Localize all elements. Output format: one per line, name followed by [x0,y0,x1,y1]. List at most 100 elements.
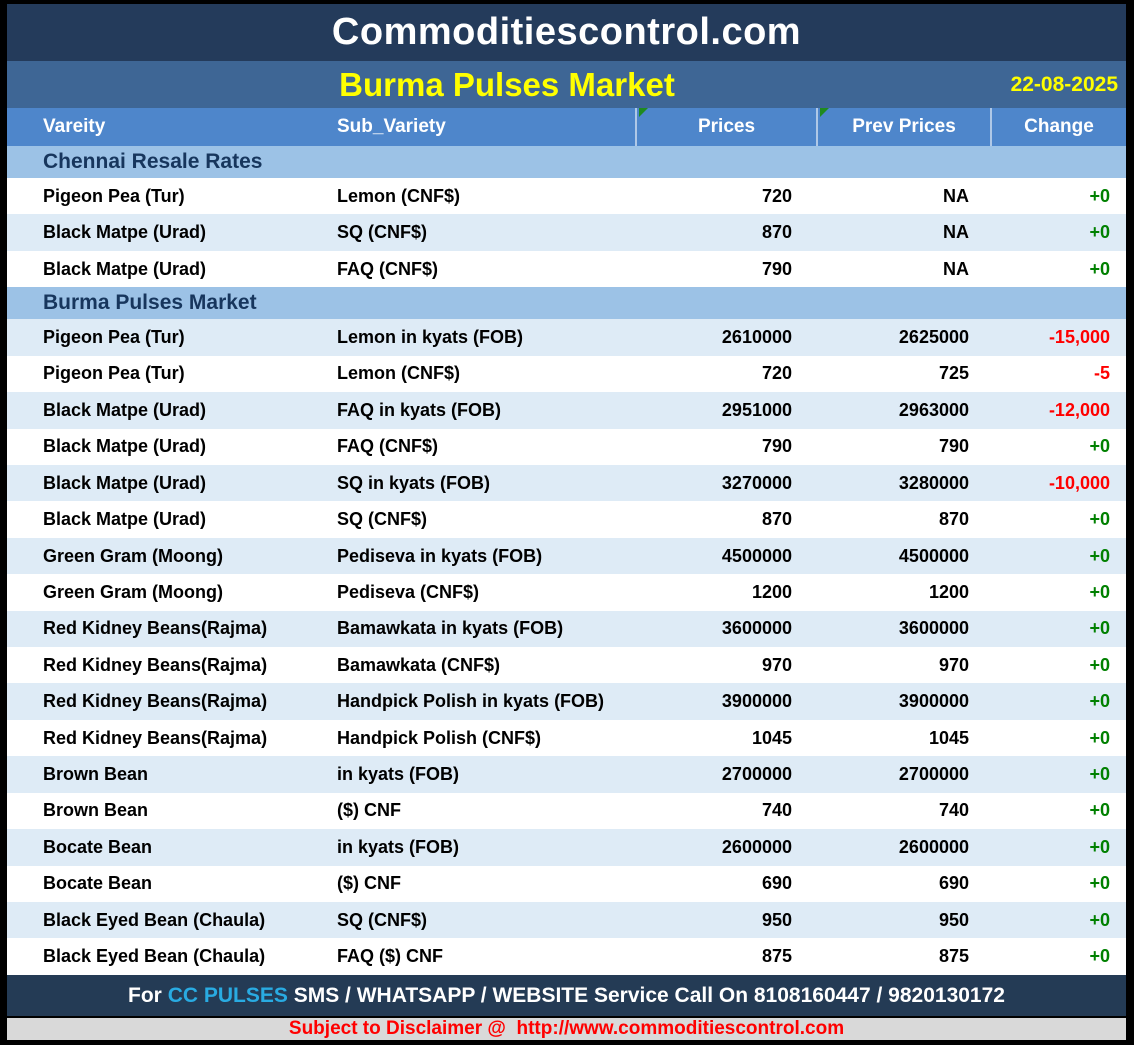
cell-change: +0 [1089,436,1110,457]
table-row: Red Kidney Beans(Rajma) Bamawkata in kya… [7,610,1126,648]
cell-prev-price: NA [943,222,969,243]
cell-variety: Red Kidney Beans(Rajma) [43,654,268,675]
table-row: Brown Bean ($) CNF 740 740 +0 [7,792,1126,830]
cell-price: 2951000 [721,399,792,420]
cell-change: +0 [1089,873,1110,894]
table-row: Pigeon Pea (Tur) Lemon (CNF$) 720 NA +0 [7,178,1126,215]
cell-prev-price: NA [943,185,969,206]
cell-sub-variety: in kyats (FOB) [337,836,460,857]
cell-price: 870 [761,222,792,243]
disclaimer-link[interactable]: http://www.commoditiescontrol.com [516,1018,845,1039]
column-header-prev-prices: Prev Prices [816,108,990,146]
cell-change: +0 [1089,764,1110,785]
cell-price: 2600000 [721,836,792,857]
cell-price: 875 [761,946,792,967]
cell-change: +0 [1089,185,1110,206]
cell-sub-variety: Lemon (CNF$) [337,363,460,384]
table-row: Bocate Bean in kyats (FOB) 2600000 26000… [7,829,1126,866]
cell-variety: Black Matpe (Urad) [43,509,207,530]
cell-price: 720 [761,185,792,206]
cell-sub-variety: FAQ ($) CNF [337,946,443,967]
table-row: Green Gram (Moong) Pediseva in kyats (FO… [7,537,1126,575]
cell-price: 690 [761,873,792,894]
cell-sub-variety: Pediseva (CNF$) [337,581,480,602]
report-title: Burma Pulses Market [339,65,675,103]
cell-prev-price: 2625000 [898,326,969,347]
cell-sub-variety: in kyats (FOB) [337,764,460,785]
table-row: Black Matpe (Urad) SQ (CNF$) 870 NA +0 [7,214,1126,251]
table-row: Black Matpe (Urad) FAQ (CNF$) 790 NA +0 [7,250,1126,288]
site-title: Commoditiescontrol.com [331,11,802,53]
cell-change: +0 [1089,909,1110,930]
cell-price: 2610000 [721,326,792,347]
cell-sub-variety: Lemon (CNF$) [337,185,460,206]
cell-prev-price: 2963000 [898,399,969,420]
cell-variety: Black Matpe (Urad) [43,436,207,457]
cell-prev-price: 970 [938,654,969,675]
table-row: Pigeon Pea (Tur) Lemon in kyats (FOB) 26… [7,319,1126,356]
cell-price: 720 [761,363,792,384]
cell-prev-price: 3600000 [898,618,969,639]
cell-variety: Red Kidney Beans(Rajma) [43,691,268,712]
cell-prev-price: 2700000 [898,764,969,785]
cell-prev-price: NA [943,258,969,279]
cell-variety: Red Kidney Beans(Rajma) [43,727,268,748]
cell-price: 790 [761,436,792,457]
cell-prev-price: 725 [938,363,969,384]
cell-variety: Pigeon Pea (Tur) [43,326,185,347]
cell-prev-price: 790 [938,436,969,457]
table-row: Black Eyed Bean (Chaula) SQ (CNF$) 950 9… [7,902,1126,939]
cell-price: 1045 [751,727,792,748]
cell-price: 4500000 [721,545,792,566]
cell-prev-price: 870 [938,509,969,530]
cell-change: +0 [1089,691,1110,712]
cell-prev-price: 1045 [928,727,969,748]
cell-price: 2700000 [721,764,792,785]
cell-price: 790 [761,258,792,279]
cell-price: 970 [761,654,792,675]
cell-prev-price: 950 [938,909,969,930]
report-date: 22-08-2025 [1010,72,1118,96]
table-row: Green Gram (Moong) Pediseva (CNF$) 1200 … [7,574,1126,611]
footer-divider [7,1016,1126,1018]
column-header-row: Vareity Sub_Variety Prices Prev Prices C… [7,108,1126,146]
cell-sub-variety: ($) CNF [337,800,401,821]
cell-change: -10,000 [1048,472,1110,493]
disclaimer-bar: Subject to Disclaimer @ http://www.commo… [7,1018,1126,1040]
cell-sub-variety: FAQ (CNF$) [337,258,438,279]
cell-sub-variety: Pediseva in kyats (FOB) [337,545,543,566]
cell-price: 3270000 [721,472,792,493]
cell-change: +0 [1089,258,1110,279]
cell-change: +0 [1089,654,1110,675]
cell-change: +0 [1089,509,1110,530]
cell-prev-price: 2600000 [898,836,969,857]
table-body: Chennai Resale Rates Pigeon Pea (Tur) Le… [7,146,1126,975]
cell-price: 740 [761,800,792,821]
footer-prefix: For [128,983,168,1007]
cell-change: +0 [1089,836,1110,857]
section-header-row: Chennai Resale Rates [7,146,1126,178]
table-row: Red Kidney Beans(Rajma) Handpick Polish … [7,719,1126,757]
cell-variety: Green Gram (Moong) [43,545,224,566]
cell-change: -12,000 [1048,399,1110,420]
cell-price: 3900000 [721,691,792,712]
cell-sub-variety: Handpick Polish (CNF$) [337,727,542,748]
cell-change: +0 [1089,222,1110,243]
section-title: Burma Pulses Market [43,291,257,315]
cell-change: +0 [1089,800,1110,821]
cell-prev-price: 690 [938,873,969,894]
table-row: Black Matpe (Urad) SQ in kyats (FOB) 327… [7,464,1126,502]
table-row: Brown Bean in kyats (FOB) 2700000 270000… [7,756,1126,793]
cell-variety: Black Matpe (Urad) [43,222,207,243]
cell-change: +0 [1089,581,1110,602]
cell-change: +0 [1089,618,1110,639]
cell-change: +0 [1089,946,1110,967]
report-body: Commoditiescontrol.com Burma Pulses Mark… [7,4,1126,1040]
cell-prev-price: 875 [938,946,969,967]
cell-variety: Bocate Bean [43,873,153,894]
table-row: Bocate Bean ($) CNF 690 690 +0 [7,865,1126,903]
table-row: Black Eyed Bean (Chaula) FAQ ($) CNF 875… [7,938,1126,975]
cell-price: 3600000 [721,618,792,639]
title-bar: Commoditiescontrol.com [7,4,1126,61]
column-header-prices: Prices [635,108,816,146]
